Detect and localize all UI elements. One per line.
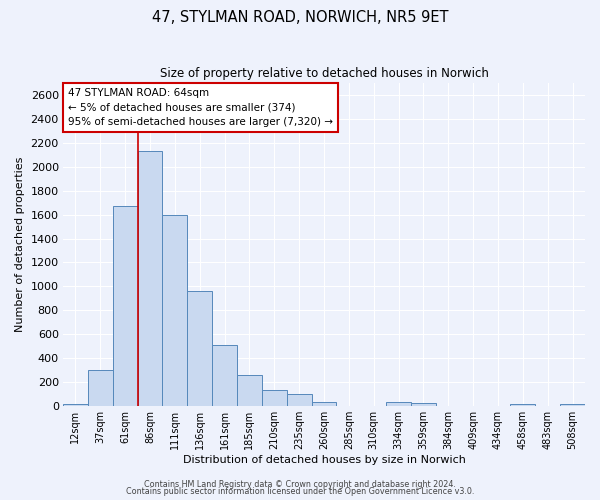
Bar xyxy=(511,404,535,406)
Bar xyxy=(262,390,287,406)
Bar xyxy=(88,370,113,406)
Bar xyxy=(187,291,212,406)
Bar xyxy=(137,151,163,406)
Bar xyxy=(560,404,585,406)
Bar xyxy=(212,345,237,406)
Y-axis label: Number of detached properties: Number of detached properties xyxy=(15,157,25,332)
Text: Contains HM Land Registry data © Crown copyright and database right 2024.: Contains HM Land Registry data © Crown c… xyxy=(144,480,456,489)
X-axis label: Distribution of detached houses by size in Norwich: Distribution of detached houses by size … xyxy=(182,455,466,465)
Bar xyxy=(63,404,88,406)
Bar xyxy=(163,214,187,406)
Bar xyxy=(287,394,311,406)
Bar xyxy=(237,376,262,406)
Text: 47, STYLMAN ROAD, NORWICH, NR5 9ET: 47, STYLMAN ROAD, NORWICH, NR5 9ET xyxy=(152,10,448,25)
Bar xyxy=(311,402,337,406)
Bar xyxy=(113,206,137,406)
Bar xyxy=(411,403,436,406)
Text: Contains public sector information licensed under the Open Government Licence v3: Contains public sector information licen… xyxy=(126,487,474,496)
Text: 47 STYLMAN ROAD: 64sqm
← 5% of detached houses are smaller (374)
95% of semi-det: 47 STYLMAN ROAD: 64sqm ← 5% of detached … xyxy=(68,88,333,126)
Bar xyxy=(386,402,411,406)
Title: Size of property relative to detached houses in Norwich: Size of property relative to detached ho… xyxy=(160,68,488,80)
